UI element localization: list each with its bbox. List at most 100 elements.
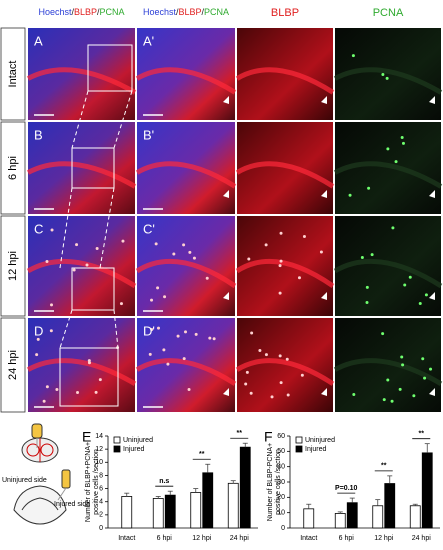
y-axis-label: positive cells /section	[275, 449, 282, 515]
panel-label: D	[34, 323, 43, 338]
cell-dot	[264, 353, 268, 357]
cell-dot	[386, 378, 390, 382]
cell-dot	[98, 378, 102, 382]
y-axis-label: Number of BLBP+PCNA+	[85, 442, 92, 522]
tissue-band	[333, 358, 443, 386]
arrowhead	[321, 292, 327, 300]
cell-dot	[264, 243, 268, 247]
cell-dot	[156, 286, 160, 290]
cell-dot	[381, 72, 385, 76]
cell-dot	[365, 285, 369, 289]
panel-letter: F	[264, 429, 273, 445]
cell-dot	[285, 357, 289, 361]
cell-dot	[50, 228, 54, 232]
micrograph-grid: Hoechst/BLBP/PCNA Hoechst/BLBP/PCNA BLBP PC…	[0, 7, 443, 413]
legend-swatch	[113, 436, 121, 444]
header-part: BLBP	[74, 7, 97, 17]
tissue-band	[235, 161, 335, 189]
cell-dot	[385, 76, 389, 80]
header-part: BLBP	[179, 7, 202, 17]
arrowhead	[223, 96, 229, 104]
x-tick-label: 24 hpi	[230, 535, 250, 542]
bar	[121, 496, 133, 529]
header-part: /	[71, 7, 74, 17]
tissue-band	[135, 358, 237, 386]
annotation: **	[419, 431, 425, 438]
row-label-box	[0, 27, 26, 121]
bar	[346, 502, 358, 529]
header-part: Hoechst	[143, 7, 177, 17]
cell-dot	[150, 328, 154, 332]
header-part: /	[97, 7, 100, 17]
cell-dot	[360, 255, 364, 259]
cell-dot	[182, 357, 186, 361]
annotation: **	[199, 451, 205, 458]
cell-dot	[87, 361, 91, 365]
cell-dot	[75, 243, 79, 247]
x-tick-label: 6 hpi	[339, 535, 355, 542]
cell-dot	[394, 160, 398, 164]
header-part: Hoechst	[38, 7, 72, 17]
arrowhead	[223, 388, 229, 396]
cell-dot	[429, 367, 433, 371]
cell-dot	[297, 276, 301, 280]
header-part: PCNA	[204, 7, 229, 17]
column-header: Hoechst/BLBP/PCNA	[38, 7, 124, 17]
cell-dot	[36, 337, 40, 341]
schematic	[13, 423, 71, 525]
arrowhead	[429, 292, 435, 300]
y-tick-label: 12	[95, 446, 103, 453]
cell-dot	[187, 387, 191, 391]
header-part: /	[202, 7, 205, 17]
bar	[409, 505, 421, 529]
y-tick-label: 2	[99, 512, 103, 519]
column-header: BLBP	[271, 7, 299, 19]
panel-letter: E	[82, 429, 91, 445]
cell-dot	[401, 363, 405, 367]
bar	[303, 508, 315, 529]
cell-dot	[279, 381, 283, 385]
arrowhead	[321, 96, 327, 104]
cell-dot	[188, 250, 192, 254]
y-tick-label: 6	[99, 485, 103, 492]
cell-dot	[270, 395, 274, 399]
cell-dot	[400, 355, 404, 359]
legend-swatch	[113, 445, 121, 453]
header-part: PCNA	[100, 7, 125, 17]
panel-label: B	[34, 127, 43, 142]
cell-dot	[278, 264, 282, 268]
panel-label: B'	[143, 127, 154, 142]
y-axis-label: Number of BLBP-PCNA+	[267, 443, 274, 521]
cell-dot	[302, 235, 306, 239]
cell-dot	[245, 370, 249, 374]
x-tick-label: Intact	[118, 535, 135, 542]
bar	[190, 492, 202, 529]
cell-dot	[172, 252, 176, 256]
y-axis-label: positive cells /section	[93, 449, 100, 515]
cell-dot	[423, 376, 427, 380]
cell-dot	[184, 330, 188, 334]
y-tick-label: 60	[277, 433, 285, 440]
cell-dot	[72, 268, 76, 272]
tissue-band	[333, 161, 443, 189]
cell-dot	[49, 329, 53, 333]
cell-dot	[194, 332, 198, 336]
cell-dot	[119, 302, 123, 306]
panel-label: A	[34, 33, 43, 48]
bar	[152, 498, 164, 529]
tissue-band	[26, 67, 137, 95]
bar	[227, 482, 239, 529]
bar	[384, 483, 396, 529]
cell-dot	[390, 399, 394, 403]
bar	[239, 446, 251, 529]
cell-dot	[50, 303, 54, 307]
legend-label: Uninjured	[123, 437, 153, 444]
row-label: Intact	[7, 61, 19, 88]
tissue-band	[333, 67, 443, 95]
annotation: **	[237, 430, 243, 437]
cell-dot	[76, 391, 80, 395]
cell-dot	[382, 398, 386, 402]
annotation: **	[381, 463, 387, 470]
panel-label: C'	[143, 221, 155, 236]
tissue-band	[135, 67, 237, 95]
